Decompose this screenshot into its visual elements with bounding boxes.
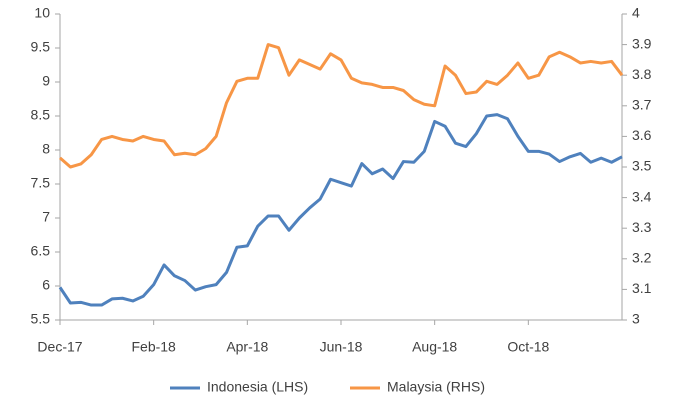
x-tick-label: Feb-18 [131, 339, 176, 355]
y-tick-label: 7 [42, 209, 50, 225]
y2-tick-label: 3.9 [632, 35, 652, 51]
series-line [58, 113, 623, 307]
y2-tick-label: 3.4 [632, 188, 652, 204]
legend-label: Malaysia (RHS) [387, 379, 485, 395]
y-tick-label: 8.5 [31, 107, 51, 123]
y2-tick-label: 3.6 [632, 127, 652, 143]
x-tick-label: Aug-18 [412, 339, 457, 355]
y2-tick-label: 3 [632, 311, 640, 327]
x-tick-label: Apr-18 [226, 339, 268, 355]
y-tick-label: 7.5 [31, 175, 51, 191]
y2-tick-label: 3.2 [632, 250, 652, 266]
y2-tick-label: 3.7 [632, 97, 652, 113]
y2-tick-label: 3.3 [632, 219, 652, 235]
y2-tick-label: 4 [632, 5, 640, 21]
series-line [59, 43, 624, 169]
y-tick-label: 6.5 [31, 243, 51, 259]
y-tick-label: 5.5 [31, 311, 51, 327]
x-tick-label: Dec-17 [37, 339, 82, 355]
y2-tick-label: 3.1 [632, 280, 652, 296]
y-tick-label: 9.5 [31, 39, 51, 55]
y-tick-label: 10 [34, 5, 50, 21]
y2-tick-label: 3.5 [632, 158, 652, 174]
y-tick-label: 8 [42, 141, 50, 157]
y-tick-label: 9 [42, 73, 50, 89]
x-tick-label: Jun-18 [320, 339, 363, 355]
x-tick-label: Oct-18 [507, 339, 549, 355]
legend-label: Indonesia (LHS) [207, 379, 308, 395]
y-tick-label: 6 [42, 277, 50, 293]
y2-tick-label: 3.8 [632, 66, 652, 82]
